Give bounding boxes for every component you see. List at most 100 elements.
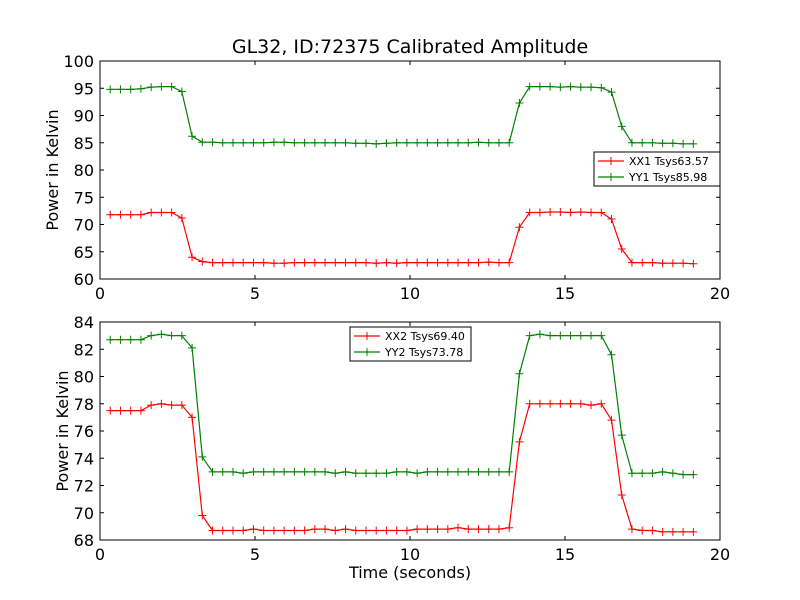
data-point (454, 138, 463, 147)
data-point (198, 257, 207, 266)
data-point (331, 138, 340, 147)
series-line-2-1 (110, 403, 694, 533)
data-point (351, 469, 360, 478)
data-point (617, 122, 626, 131)
data-point (413, 138, 422, 147)
data-point (167, 208, 176, 217)
data-point (587, 83, 596, 92)
data-point (310, 525, 319, 534)
data-point (576, 83, 585, 92)
data-point (556, 83, 565, 92)
data-point (249, 258, 258, 267)
legend-label: XX1 Tsys63.57 (629, 155, 709, 168)
data-point (423, 525, 432, 534)
data-point (321, 258, 330, 267)
y-tick-label: 84 (74, 313, 94, 332)
data-point (607, 88, 616, 97)
y-tick-label: 80 (74, 161, 94, 180)
bottom-panel: 0 5 10 15 20 68 70 72 74 76 78 80 82 84 Power in Kelvi… (53, 313, 730, 564)
legend-swatch-marker (607, 157, 615, 165)
data-point (116, 210, 125, 219)
data-point (208, 467, 217, 476)
y-axis-label: Power in Kelvin (43, 109, 62, 230)
y-tick-label: 75 (74, 188, 94, 207)
data-point (239, 138, 248, 147)
data-point (218, 467, 227, 476)
data-point (668, 259, 677, 268)
y-tick-label: 95 (74, 79, 94, 98)
data-point (136, 210, 145, 219)
data-point (351, 526, 360, 535)
data-point (587, 331, 596, 340)
data-point (177, 213, 186, 222)
data-point (361, 469, 370, 478)
data-point (597, 399, 606, 408)
data-point (106, 210, 115, 219)
data-point (535, 208, 544, 217)
data-point (177, 401, 186, 410)
data-point (546, 331, 555, 340)
data-point (607, 215, 616, 224)
data-point (341, 258, 350, 267)
data-point (106, 85, 115, 94)
data-point (505, 138, 514, 147)
data-point (331, 526, 340, 535)
data-point (321, 525, 330, 534)
data-point (464, 467, 473, 476)
y-tick-label: 90 (74, 107, 94, 126)
data-point (147, 401, 156, 410)
data-point (515, 369, 524, 378)
data-point (228, 258, 237, 267)
data-point (402, 467, 411, 476)
data-point (361, 139, 370, 148)
data-point (167, 401, 176, 410)
data-point (300, 138, 309, 147)
data-point (106, 406, 115, 415)
data-point (249, 138, 258, 147)
data-point (689, 259, 698, 268)
data-point (535, 82, 544, 91)
data-point (443, 525, 452, 534)
data-point (464, 525, 473, 534)
data-point (106, 335, 115, 344)
data-point (433, 525, 442, 534)
data-point (188, 132, 197, 141)
data-point (638, 258, 647, 267)
data-point (136, 84, 145, 93)
data-point (443, 138, 452, 147)
data-point (423, 467, 432, 476)
data-point (617, 245, 626, 254)
x-tick-label: 20 (710, 284, 730, 303)
data-point (627, 258, 636, 267)
x-tick-label: 0 (95, 545, 105, 564)
data-point (300, 258, 309, 267)
data-point (126, 85, 135, 94)
data-point (648, 258, 657, 267)
data-point (116, 85, 125, 94)
data-point (454, 467, 463, 476)
data-point (228, 526, 237, 535)
data-point (494, 525, 503, 534)
data-point (413, 525, 422, 534)
data-point (392, 467, 401, 476)
data-point (627, 469, 636, 478)
data-point (627, 525, 636, 534)
data-point (300, 526, 309, 535)
data-point (382, 139, 391, 148)
data-point (280, 138, 289, 147)
data-point (607, 416, 616, 425)
y-axis-label: Power in Kelvin (53, 370, 72, 491)
data-point (372, 139, 381, 148)
data-point (372, 526, 381, 535)
data-point (433, 138, 442, 147)
data-point (331, 469, 340, 478)
data-point (269, 467, 278, 476)
y-tick-label: 80 (74, 368, 94, 387)
data-point (484, 525, 493, 534)
legend-box (349, 326, 472, 362)
data-point (556, 331, 565, 340)
data-point (535, 330, 544, 339)
data-point (566, 399, 575, 408)
data-point (658, 259, 667, 268)
data-point (188, 343, 197, 352)
